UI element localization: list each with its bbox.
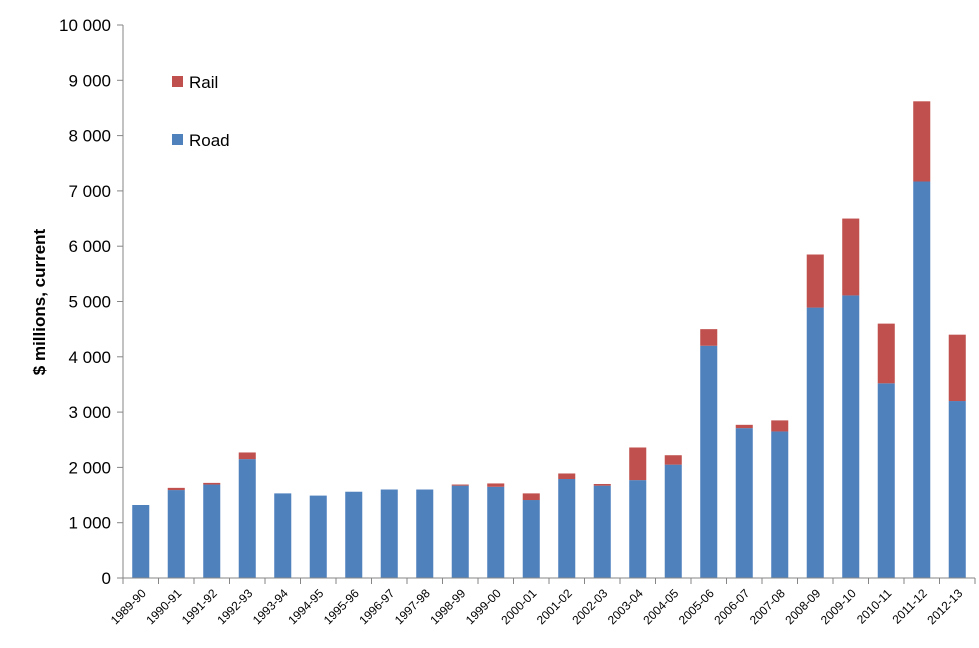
bar-road-1995-96 — [345, 491, 363, 578]
x-tick-label: 1994-95 — [285, 586, 326, 627]
bar-rail-1998-99 — [451, 484, 469, 486]
bar-road-2012-13 — [948, 401, 966, 578]
y-tick-label: 10 000 — [59, 16, 111, 35]
bar-road-2006-07 — [735, 428, 753, 578]
x-tick-label: 1997-98 — [392, 586, 433, 627]
bar-rail-2009-10 — [842, 218, 860, 296]
legend-label-road: Road — [189, 131, 230, 150]
x-tick-label: 1996-97 — [356, 586, 397, 627]
bar-rail-2006-07 — [735, 424, 753, 429]
bar-rail-2008-09 — [806, 254, 824, 308]
bar-road-2008-09 — [806, 307, 824, 578]
y-tick-label: 5 000 — [68, 293, 111, 312]
bar-rail-2011-12 — [913, 101, 931, 182]
bar-road-1994-95 — [309, 495, 327, 578]
bar-rail-2007-08 — [771, 420, 789, 432]
x-tick-label: 1992-93 — [214, 586, 255, 627]
y-tick-label: 6 000 — [68, 237, 111, 256]
y-tick-label: 1 000 — [68, 514, 111, 533]
legend-swatch-road — [172, 134, 183, 145]
x-tick-label: 2010-11 — [854, 586, 895, 627]
bar-road-2004-05 — [664, 464, 682, 578]
bar-rail-2010-11 — [877, 323, 895, 384]
x-axis: 1989-901990-911991-921992-931993-941994-… — [108, 577, 976, 627]
bar-road-1992-93 — [238, 459, 256, 578]
x-tick-label: 2009-10 — [818, 586, 859, 627]
x-tick-label: 2004-05 — [640, 586, 681, 627]
bar-road-1991-92 — [203, 484, 221, 578]
bar-road-2011-12 — [913, 181, 931, 578]
x-tick-label: 2011-12 — [889, 586, 930, 627]
bar-road-1990-91 — [167, 490, 185, 578]
x-tick-label: 1991-92 — [179, 586, 220, 627]
y-tick-label: 8 000 — [68, 127, 111, 146]
bar-road-1996-97 — [380, 489, 398, 578]
bar-rail-2005-06 — [700, 329, 718, 346]
bar-road-2001-02 — [558, 479, 576, 578]
bar-rail-1991-92 — [203, 482, 221, 485]
bar-rail-1990-91 — [167, 487, 185, 491]
y-tick-label: 2 000 — [68, 458, 111, 477]
bar-road-2007-08 — [771, 431, 789, 578]
y-axis-title: $ millions, current — [30, 228, 49, 375]
x-tick-label: 2002-03 — [569, 586, 610, 627]
x-tick-label: 1998-99 — [427, 586, 468, 627]
bar-rail-1992-93 — [238, 452, 256, 460]
bar-rail-1999-00 — [487, 483, 505, 487]
bar-road-1993-94 — [274, 493, 292, 578]
x-tick-label: 2001-02 — [534, 586, 575, 627]
y-tick-label: 7 000 — [68, 182, 111, 201]
bar-rail-2003-04 — [629, 447, 647, 481]
y-tick-label: 0 — [102, 569, 111, 588]
y-tick-label: 4 000 — [68, 348, 111, 367]
bar-road-2010-11 — [877, 383, 895, 578]
bar-rail-2004-05 — [664, 455, 682, 465]
x-tick-label: 1995-96 — [321, 586, 362, 627]
x-tick-label: 1999-00 — [463, 586, 504, 627]
bar-rail-2000-01 — [522, 493, 540, 501]
bar-road-2003-04 — [629, 480, 647, 578]
legend-swatch-rail — [172, 76, 183, 87]
y-axis: 0 1 000 2 000 3 000 4 000 5 000 6 000 7 000 8 00… — [59, 16, 124, 588]
bar-rail-2012-13 — [948, 334, 966, 402]
x-tick-label: 1990-91 — [143, 586, 184, 627]
x-tick-label: 2000-01 — [498, 586, 539, 627]
bar-road-1997-98 — [416, 489, 434, 578]
bar-rail-2001-02 — [558, 473, 576, 480]
bar-road-2000-01 — [522, 500, 540, 578]
x-tick-label: 2003-04 — [605, 586, 646, 627]
x-tick-label: 1989-90 — [108, 586, 149, 627]
x-tick-label: 2012-13 — [924, 586, 965, 627]
x-tick-label: 2005-06 — [676, 586, 717, 627]
x-tick-label: 2008-09 — [782, 586, 823, 627]
legend-label-rail: Rail — [189, 73, 218, 92]
bar-road-2009-10 — [842, 295, 860, 578]
x-tick-label: 1993-94 — [250, 586, 291, 627]
x-tick-label: 2006-07 — [711, 586, 752, 627]
bar-road-1989-90 — [132, 505, 150, 578]
bar-road-1998-99 — [451, 485, 469, 578]
bar-road-2005-06 — [700, 345, 718, 578]
y-tick-label: 3 000 — [68, 403, 111, 422]
bars — [132, 101, 966, 578]
legend: Rail Road — [172, 73, 230, 150]
bar-rail-2002-03 — [593, 483, 611, 486]
bar-road-2002-03 — [593, 485, 611, 578]
y-tick-label: 9 000 — [68, 71, 111, 90]
bar-road-1999-00 — [487, 486, 505, 578]
x-tick-label: 2007-08 — [747, 586, 788, 627]
